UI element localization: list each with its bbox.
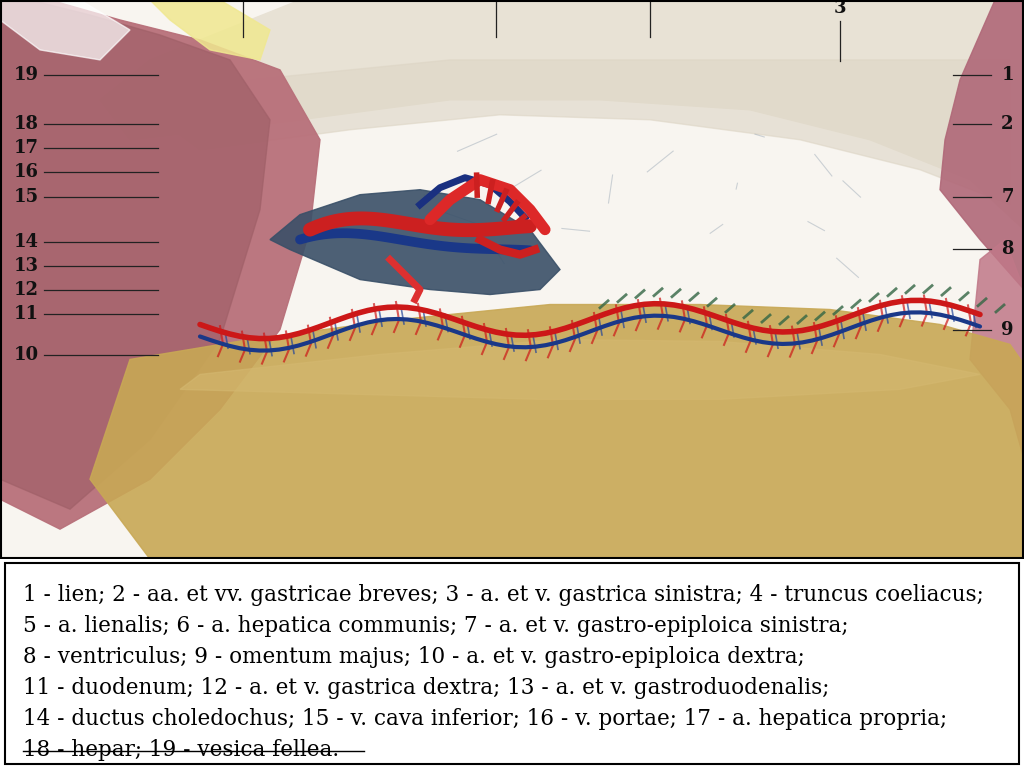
Text: 2: 2 xyxy=(1001,115,1014,133)
Text: 18 - hepar; 19 - vesica fellea.: 18 - hepar; 19 - vesica fellea. xyxy=(23,739,339,761)
Text: 18: 18 xyxy=(13,115,38,133)
Text: 12: 12 xyxy=(13,280,38,299)
Text: 8: 8 xyxy=(1001,240,1014,258)
Text: 11: 11 xyxy=(13,305,38,323)
Text: 19: 19 xyxy=(13,67,38,84)
Text: 5 - a. lienalis; 6 - a. hepatica communis; 7 - a. et v. gastro-epiploica sinistr: 5 - a. lienalis; 6 - a. hepatica communi… xyxy=(23,615,848,637)
Polygon shape xyxy=(940,0,1024,290)
Polygon shape xyxy=(180,339,980,399)
Polygon shape xyxy=(100,0,1024,230)
Text: 16: 16 xyxy=(13,164,38,181)
Polygon shape xyxy=(0,0,319,529)
Text: 9: 9 xyxy=(1001,321,1014,339)
Text: 1 - lien; 2 - aa. et vv. gastricae breves; 3 - a. et v. gastrica sinistra; 4 - t: 1 - lien; 2 - aa. et vv. gastricae breve… xyxy=(23,584,983,606)
Text: 8 - ventriculus; 9 - omentum majus; 10 - a. et v. gastro-epiploica dextra;: 8 - ventriculus; 9 - omentum majus; 10 -… xyxy=(23,646,804,668)
Polygon shape xyxy=(150,0,270,60)
Polygon shape xyxy=(0,0,130,60)
Text: 1: 1 xyxy=(1001,67,1014,84)
Text: 11 - duodenum; 12 - a. et v. gastrica dextra; 13 - a. et v. gastroduodenalis;: 11 - duodenum; 12 - a. et v. gastrica de… xyxy=(23,677,828,699)
Text: 15: 15 xyxy=(13,188,38,206)
Text: 17: 17 xyxy=(13,139,38,157)
Text: 14: 14 xyxy=(13,233,38,250)
Text: 3: 3 xyxy=(834,0,846,18)
Polygon shape xyxy=(90,304,1024,559)
Polygon shape xyxy=(160,60,1010,205)
Text: 13: 13 xyxy=(13,257,38,275)
Polygon shape xyxy=(270,190,560,294)
Text: 7: 7 xyxy=(1001,188,1014,206)
Polygon shape xyxy=(0,0,270,509)
Polygon shape xyxy=(970,240,1024,459)
Text: 10: 10 xyxy=(13,346,38,364)
Text: 14 - ductus choledochus; 15 - v. cava inferior; 16 - v. portae; 17 - a. hepatica: 14 - ductus choledochus; 15 - v. cava in… xyxy=(23,708,946,730)
